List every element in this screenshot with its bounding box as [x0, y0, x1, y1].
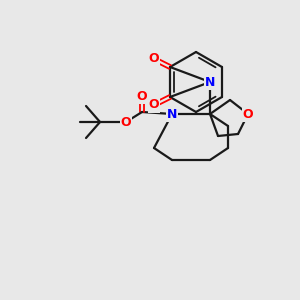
Text: O: O — [149, 98, 159, 112]
Text: O: O — [243, 107, 253, 121]
Text: O: O — [121, 116, 131, 128]
Text: O: O — [149, 52, 159, 65]
Text: N: N — [205, 76, 215, 88]
Text: O: O — [137, 89, 147, 103]
Text: N: N — [167, 107, 177, 121]
